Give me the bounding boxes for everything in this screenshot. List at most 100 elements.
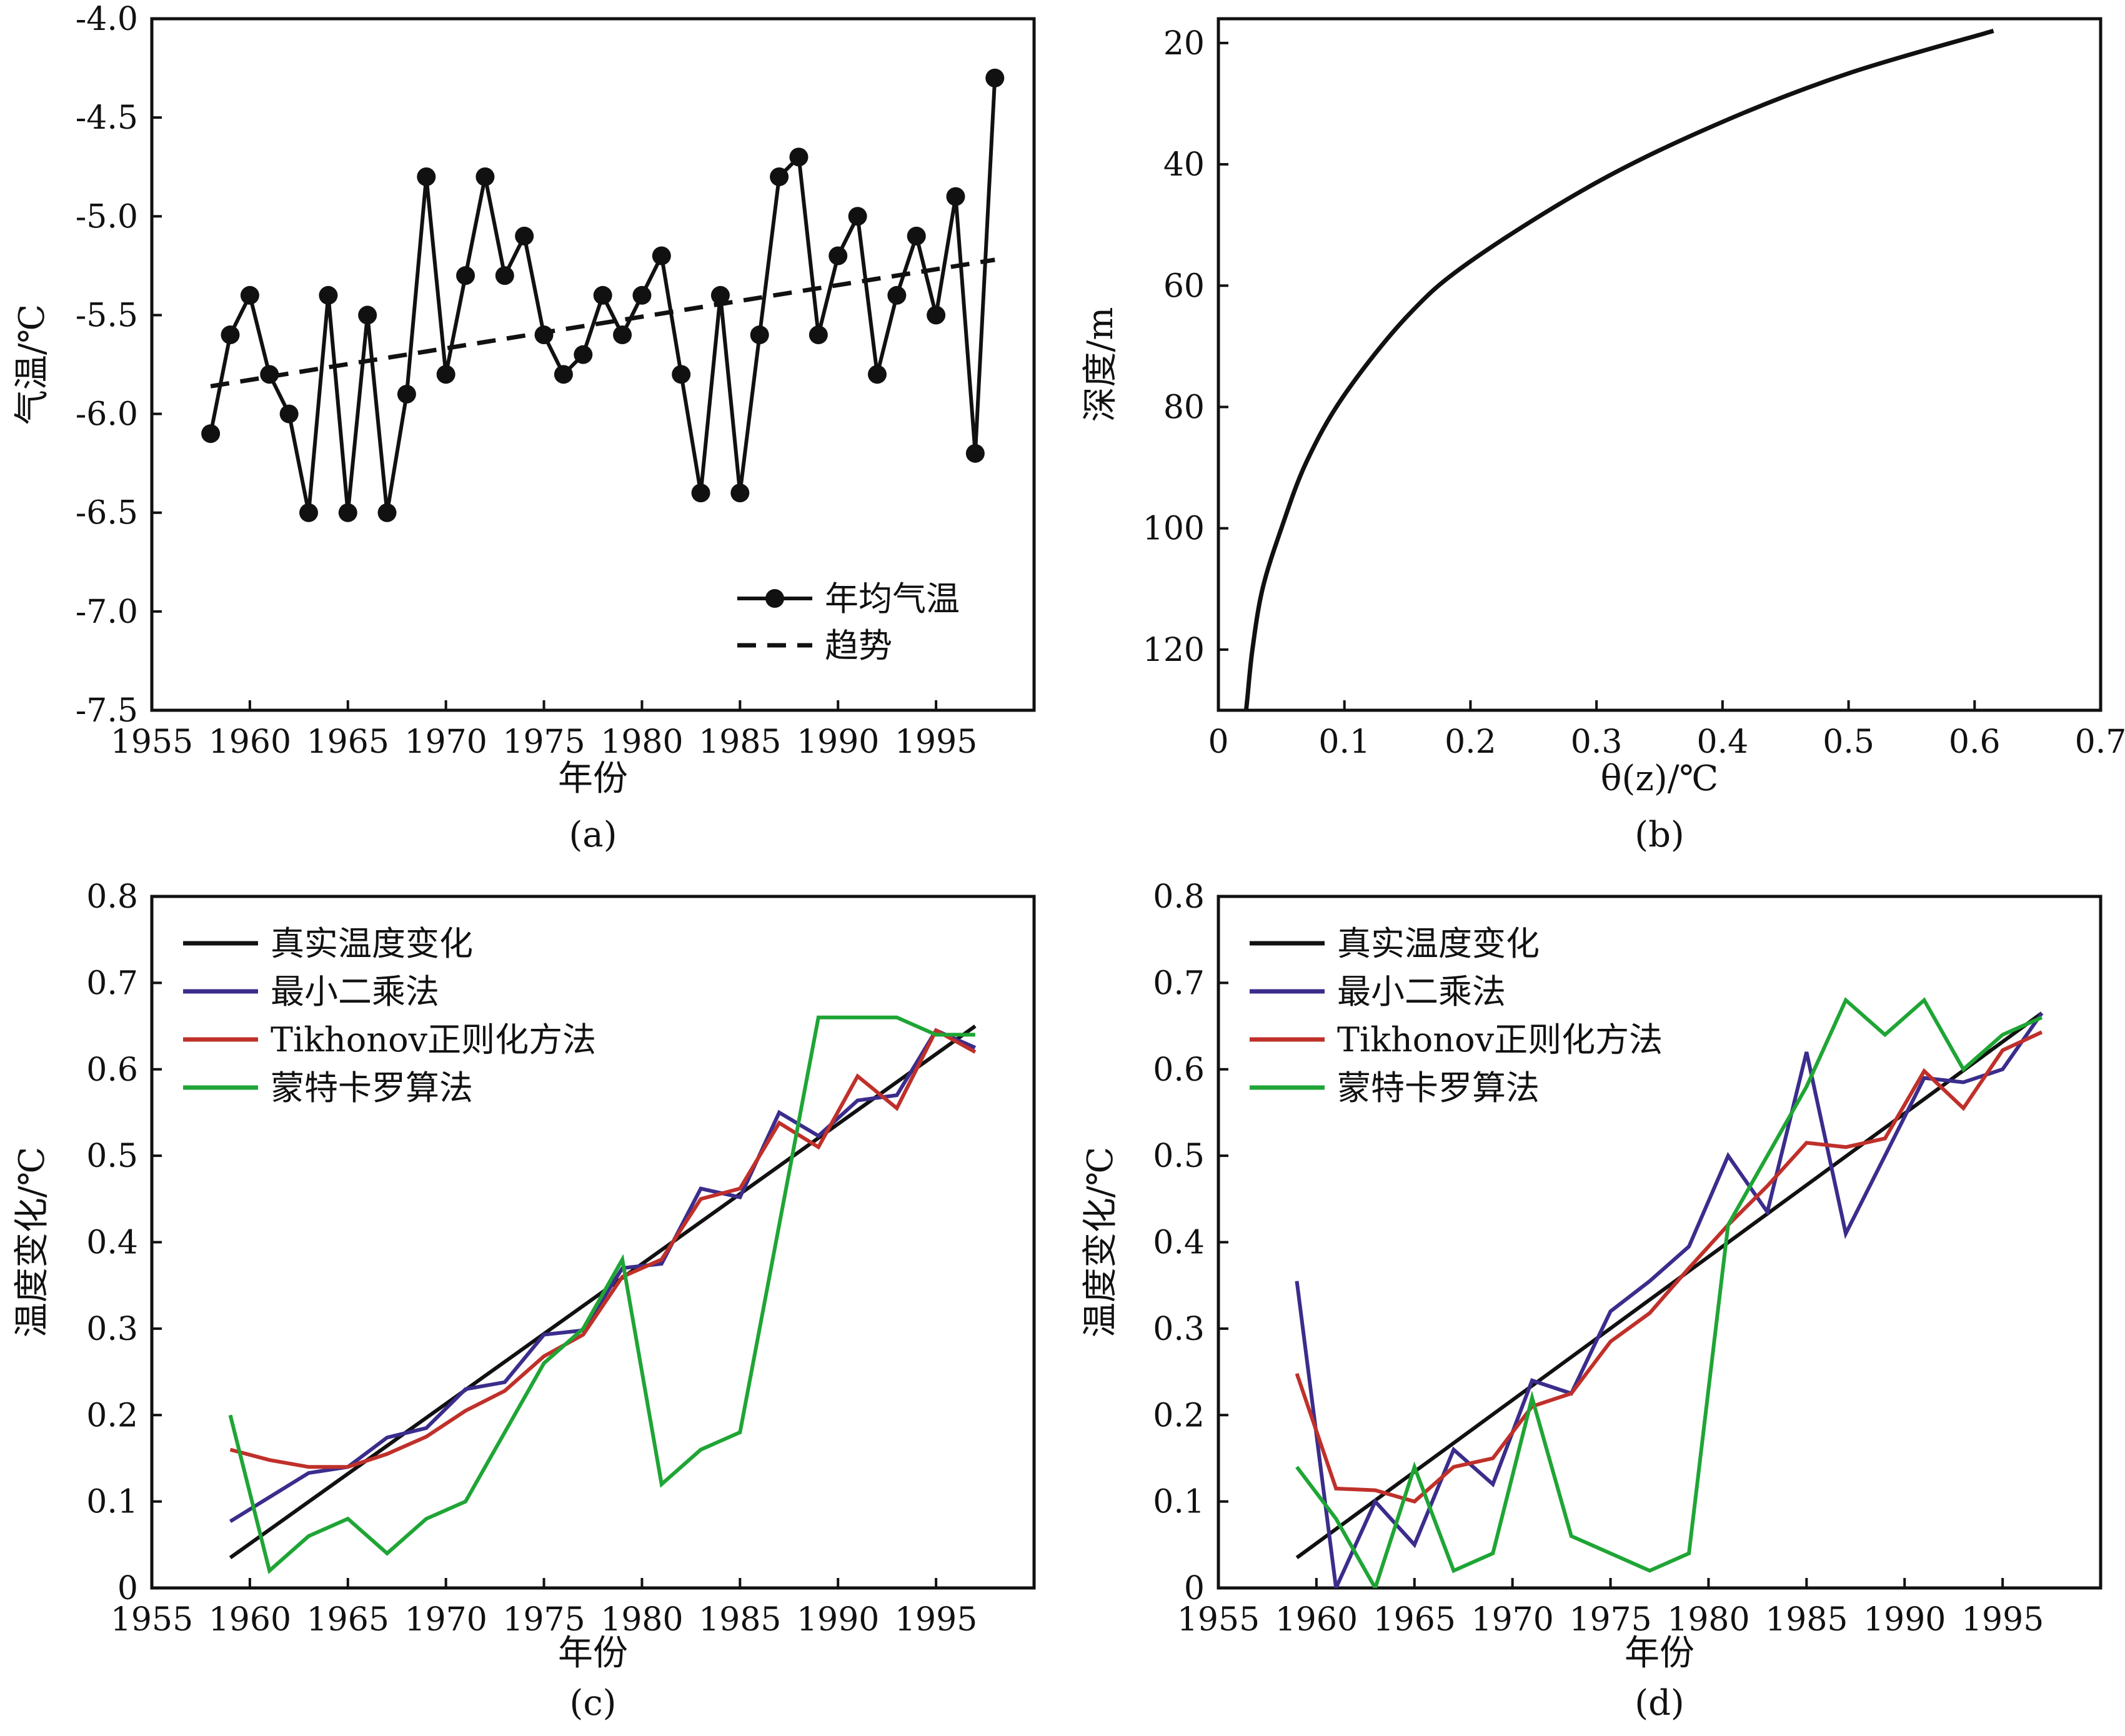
panel-d-x-tick-label: 1970 — [1471, 1601, 1553, 1639]
panel-a-x-axis-label: 年份 — [558, 758, 628, 799]
panel-a-data-point — [358, 305, 377, 325]
panel-d-x-tick-label: 1955 — [1177, 1601, 1260, 1639]
panel-a-data-point — [613, 325, 632, 345]
panel-d-x-tick-label: 1965 — [1373, 1601, 1456, 1639]
panel-c-x-tick-label: 1975 — [502, 1601, 585, 1639]
panel-d-data-layer — [1295, 997, 2044, 1588]
panel-b-group: 0 0.1 0.2 0.3 0.4 0.5 0.6 0.7 20 40 60 80 100 120 θ(z)… — [1080, 17, 2125, 855]
panel-a-data-point — [240, 285, 259, 305]
panel-d-x-tick-label: 1975 — [1569, 1601, 1651, 1639]
panel-a-y-tick-label: -7.5 — [76, 692, 138, 730]
panel-d-series-1-line — [1295, 1012, 2044, 1588]
panel-d-x-tick-label: 1990 — [1863, 1601, 1946, 1639]
panel-a-data-point — [299, 503, 319, 522]
panel-b-y-tick-label: 20 — [1163, 25, 1205, 62]
panel-b-y-axis-label: 深度/m — [1080, 307, 1121, 422]
panel-a-data-point — [260, 365, 279, 384]
panel-c-legend-label-2: Tikhonov正则化方法 — [271, 1020, 596, 1059]
panel-a-y-tick-label: -5.5 — [76, 297, 138, 334]
panel-a-data-point — [809, 325, 828, 345]
panel-b-x-tick-label: 0 — [1208, 723, 1228, 761]
panel-a-plot-frame — [150, 17, 1036, 712]
panel-c-group: 1955 1960 1965 1970 1975 1980 1985 1990 1995 0 0.1… — [12, 878, 1036, 1724]
panel-c-y-tick-label: 0.5 — [86, 1138, 138, 1175]
panel-a-data-point — [848, 207, 867, 226]
panel-a-data-point — [574, 345, 593, 364]
panel-c-y-tick-label: 0.7 — [86, 965, 138, 1002]
panel-b-y-tick-label: 80 — [1163, 389, 1205, 426]
panel-a-legend-label-trend: 趋势 — [825, 626, 892, 665]
panel-b-y-tick-label: 100 — [1143, 510, 1205, 548]
panel-a-data-point — [201, 424, 221, 444]
panel-d-y-tick-label: 0.7 — [1153, 965, 1205, 1002]
panel-a-group: 1955 1960 1965 1970 1975 1980 1985 1990 1995 -4.0… — [12, 1, 1036, 855]
panel-c-x-tick-label: 1960 — [209, 1601, 291, 1639]
panel-d-legend-label-0: 真实温度变化 — [1337, 924, 1540, 963]
panel-a-data-point — [456, 266, 475, 285]
panel-d-group: 1955 1960 1965 1970 1975 1980 1985 1990 1995 0 0.1… — [1080, 878, 2103, 1724]
panel-d-series-0-line — [1295, 1011, 2043, 1559]
panel-a-data-point — [927, 305, 946, 325]
panel-a-data-point — [279, 404, 299, 424]
panel-a-caption: (a) — [569, 815, 617, 855]
panel-a-data-point — [436, 365, 455, 384]
panel-c-x-tick-label: 1995 — [895, 1601, 977, 1639]
panel-d-y-axis-label: 温度变化/℃ — [1080, 1147, 1121, 1338]
panel-a-data-point — [338, 503, 357, 522]
panel-d-y-tick-label: 0 — [1184, 1570, 1205, 1607]
panel-c-legend-label-3: 蒙特卡罗算法 — [271, 1068, 473, 1108]
panel-b-x-tick-label: 0.6 — [1949, 723, 2001, 761]
panel-b-plot-frame — [1217, 17, 2103, 712]
panel-a-data-point — [221, 325, 240, 345]
panel-a-legend-label-annual: 年均气温 — [825, 579, 960, 618]
panel-c-x-axis-label: 年份 — [558, 1633, 628, 1674]
panel-a-data-point — [417, 167, 436, 187]
panel-a-x-tick-label: 1995 — [895, 723, 977, 761]
panel-c-y-tick-label: 0.6 — [86, 1051, 138, 1089]
panel-d-x-tick-label: 1960 — [1275, 1601, 1358, 1639]
panel-b-x-tick-label: 0.1 — [1318, 723, 1370, 761]
panel-a-data-point — [475, 167, 495, 187]
panel-d-x-axis-label: 年份 — [1625, 1633, 1695, 1674]
panel-c-series-2-line — [229, 1028, 977, 1469]
panel-c-series-1-line — [229, 1028, 977, 1524]
panel-b-x-tick-label: 0.2 — [1445, 723, 1496, 761]
panel-a-x-tick-label: 1970 — [404, 723, 487, 761]
panel-a-data-point — [750, 325, 769, 345]
panel-a-data-point — [495, 266, 514, 285]
panel-d-x-tick-label: 1995 — [1961, 1601, 2044, 1639]
panel-b-caption: (b) — [1635, 815, 1685, 855]
panel-a-data-point — [672, 365, 691, 384]
panel-c-y-tick-label: 0.2 — [86, 1397, 138, 1434]
panel-c-legend-label-1: 最小二乘法 — [271, 972, 439, 1011]
panel-d-y-tick-label: 0.3 — [1153, 1311, 1205, 1348]
panel-a-data-point — [965, 444, 985, 463]
panel-a-x-tick-label: 1975 — [502, 723, 585, 761]
panel-d-x-tick-label: 1980 — [1667, 1601, 1749, 1639]
panel-d-y-tick-label: 0.1 — [1153, 1484, 1205, 1521]
panel-c-x-tick-label: 1985 — [699, 1601, 781, 1639]
panel-c-legend-label-0: 真实温度变化 — [271, 924, 473, 963]
panel-a-data-point — [985, 68, 1005, 87]
panel-c-x-tick-label: 1955 — [111, 1601, 193, 1639]
panel-a-x-tick-label: 1990 — [797, 723, 879, 761]
panel-c-y-tick-label: 0 — [117, 1570, 138, 1607]
panel-a-data-point — [710, 285, 730, 305]
panel-a-data-point — [397, 384, 416, 404]
panel-a-data-point — [867, 365, 887, 384]
panel-a-y-tick-label: -4.0 — [76, 1, 138, 38]
panel-a-data-point — [887, 285, 907, 305]
panel-d-legend-label-3: 蒙特卡罗算法 — [1337, 1068, 1540, 1108]
panel-a-legend-marker-annual — [765, 589, 784, 608]
panel-a-y-tick-label: -6.5 — [76, 495, 138, 532]
panel-a-x-tick-label: 1965 — [307, 723, 389, 761]
panel-d-caption: (d) — [1635, 1683, 1685, 1724]
panel-a-x-tick-label: 1980 — [600, 723, 683, 761]
panel-a-y-tick-label: -7.0 — [76, 593, 138, 631]
panel-b-data-layer — [1243, 29, 1994, 710]
panel-a-data-point — [691, 484, 710, 503]
panel-d-y-tick-label: 0.4 — [1153, 1224, 1205, 1262]
panel-d-series-2-line — [1295, 1030, 2043, 1504]
panel-a-data-point — [907, 226, 926, 246]
